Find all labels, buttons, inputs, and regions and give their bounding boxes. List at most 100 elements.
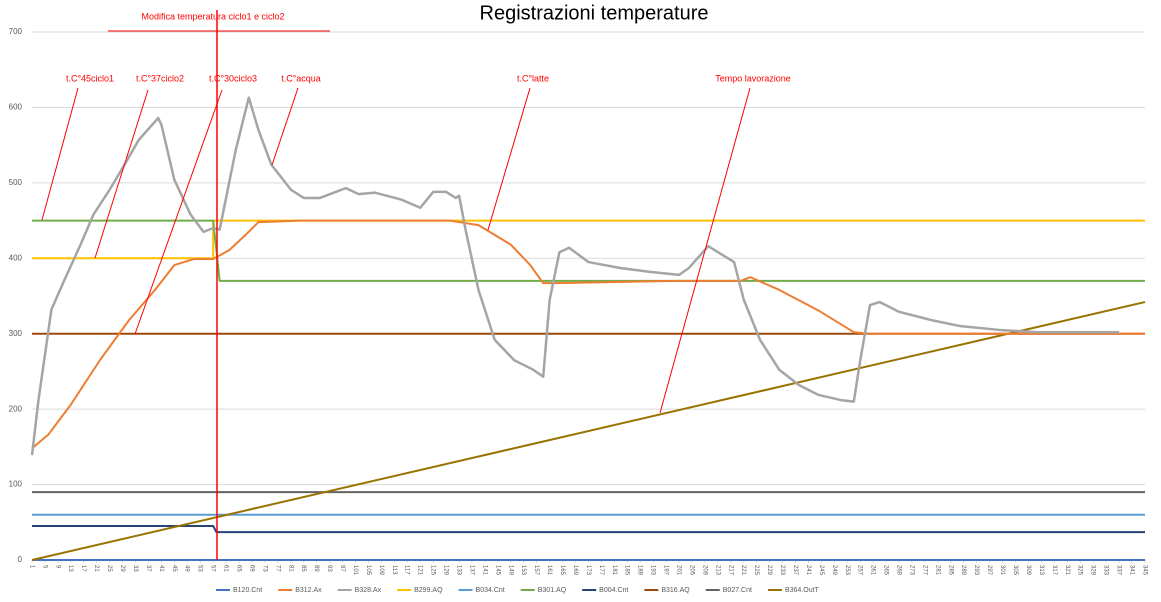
y-tick-label: 500	[9, 178, 23, 187]
legend-label: B034.Cnt	[476, 587, 505, 594]
legend-label: B004.Cnt	[599, 587, 628, 594]
x-tick-label: 249	[831, 565, 837, 576]
annotation: t.C°37ciclo2	[136, 73, 184, 83]
annotation: t.C°45ciclo1	[66, 73, 114, 83]
x-tick-label: 233	[779, 565, 785, 576]
x-tick-label: 41	[158, 565, 164, 572]
y-tick-label: 0	[18, 555, 23, 564]
y-tick-label: 300	[9, 329, 23, 338]
legend-label: B120.Cnt	[233, 587, 262, 594]
x-tick-label: 241	[805, 565, 811, 576]
x-tick-label: 1	[28, 565, 34, 569]
x-tick-label: 85	[300, 565, 306, 572]
x-tick-label: 217	[727, 565, 733, 576]
x-tick-label: 181	[611, 565, 617, 576]
x-tick-label: 173	[585, 565, 591, 576]
x-tick-label: 89	[313, 565, 319, 572]
x-tick-label: 165	[559, 565, 565, 576]
legend-label: B299.AQ	[414, 587, 443, 594]
y-tick-label: 100	[9, 480, 23, 489]
x-tick-label: 29	[119, 565, 125, 572]
x-tick-label: 273	[908, 565, 914, 576]
x-tick-label: 189	[637, 565, 643, 576]
x-tick-label: 81	[287, 565, 293, 572]
x-tick-label: 229	[766, 565, 772, 576]
x-tick-label: 277	[921, 565, 927, 576]
annotation: t.C°latte	[517, 73, 549, 83]
x-tick-label: 77	[274, 565, 280, 572]
legend-label: B312.Ax	[295, 587, 322, 594]
y-tick-label: 600	[9, 103, 23, 112]
x-tick-label: 257	[857, 565, 863, 576]
x-tick-label: 53	[197, 565, 203, 572]
x-tick-label: 145	[494, 565, 500, 576]
annotation-line	[41, 87, 79, 221]
x-tick-label: 285	[947, 565, 953, 576]
x-tick-label: 265	[883, 565, 889, 576]
series-line	[32, 525, 1145, 534]
annotation-line	[659, 87, 751, 414]
x-tick-label: 309	[1025, 565, 1031, 576]
annotation-line	[487, 87, 531, 231]
x-tick-label: 17	[80, 565, 86, 572]
x-tick-label: 61	[223, 565, 229, 572]
x-tick-label: 301	[999, 565, 1005, 576]
x-tick-label: 337	[1116, 565, 1122, 576]
annotation: t.C°30ciclo3	[209, 73, 257, 83]
annotation-line	[271, 87, 299, 166]
y-tick-label: 400	[9, 253, 23, 262]
x-tick-label: 305	[1012, 565, 1018, 576]
x-tick-label: 49	[184, 565, 190, 572]
x-tick-label: 37	[145, 565, 151, 572]
annotation-line	[134, 89, 223, 335]
x-tick-label: 345	[1141, 565, 1147, 576]
x-tick-label: 209	[701, 565, 707, 576]
x-tick-label: 137	[468, 565, 474, 576]
x-tick-label: 289	[960, 565, 966, 576]
series-line	[31, 301, 1146, 561]
x-tick-label: 121	[417, 565, 423, 576]
legend-label: B316.AQ	[661, 587, 690, 594]
x-tick-label: 297	[986, 565, 992, 576]
x-tick-label: 141	[481, 565, 487, 576]
x-tick-label: 101	[352, 565, 358, 576]
x-tick-label: 197	[663, 565, 669, 576]
x-tick-label: 169	[572, 565, 578, 576]
x-tick-label: 73	[261, 565, 267, 572]
annotation: t.C°acqua	[281, 73, 321, 83]
x-tick-label: 313	[1038, 565, 1044, 576]
x-tick-label: 177	[598, 565, 604, 576]
x-tick-label: 225	[753, 565, 759, 576]
series-line	[32, 219, 1145, 282]
x-tick-label: 149	[507, 565, 513, 576]
x-tick-label: 329	[1090, 565, 1096, 576]
legend-label: B364.OutT	[785, 587, 820, 594]
x-tick-label: 57	[210, 565, 216, 572]
x-tick-label: 221	[740, 565, 746, 576]
x-tick-label: 185	[624, 565, 630, 576]
x-tick-label: 161	[546, 565, 552, 576]
x-tick-label: 105	[365, 565, 371, 576]
x-tick-label: 129	[443, 565, 449, 576]
x-tick-label: 25	[106, 565, 112, 572]
x-tick-label: 269	[896, 565, 902, 576]
x-tick-label: 69	[248, 565, 254, 572]
legend-label: B328.Ax	[355, 587, 382, 594]
series-line	[30, 96, 1120, 456]
x-tick-label: 157	[533, 565, 539, 576]
x-tick-label: 109	[378, 565, 384, 576]
legend-label: B027.Cnt	[723, 587, 752, 594]
x-tick-label: 245	[818, 565, 824, 576]
x-tick-label: 201	[676, 565, 682, 576]
x-tick-label: 341	[1128, 565, 1134, 576]
x-tick-label: 65	[235, 565, 241, 572]
x-tick-label: 325	[1077, 565, 1083, 576]
y-tick-label: 700	[9, 27, 23, 36]
x-tick-label: 253	[844, 565, 850, 576]
x-tick-label: 117	[404, 565, 410, 575]
x-tick-label: 13	[67, 565, 73, 572]
x-tick-label: 153	[520, 565, 526, 576]
x-tick-label: 237	[792, 565, 798, 576]
x-tick-label: 213	[714, 565, 720, 576]
